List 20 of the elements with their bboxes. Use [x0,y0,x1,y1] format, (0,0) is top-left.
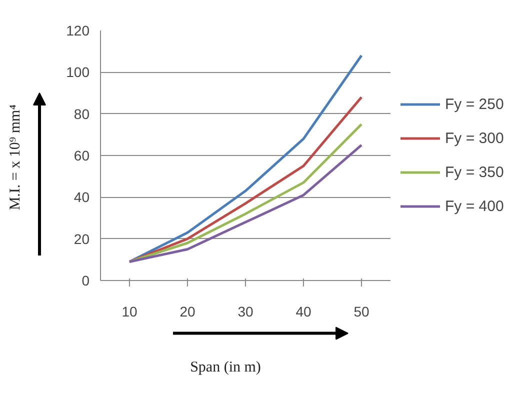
x-tick-label: 30 [238,304,254,320]
legend-label: Fy = 400 [445,198,504,214]
legend-label: Fy = 350 [445,164,504,180]
legend-label: Fy = 300 [445,130,504,146]
y-tick-label: 0 [82,272,90,288]
y-tick-label: 100 [66,64,90,80]
y-tick-label: 60 [74,148,90,164]
x-tick-label: 10 [122,304,138,320]
legend-label: Fy = 250 [445,96,504,112]
x-axis-title: Span (in m) [190,360,261,376]
y-tick-label: 40 [74,189,90,206]
x-tick-label: 20 [180,304,196,320]
x-tick-label: 40 [296,304,312,320]
line-series [128,96,363,263]
y-tick-label: 120 [66,22,90,38]
x-tick-label: 50 [354,304,370,320]
line-series [128,54,363,263]
y-axis-title: M.I. = x 10⁹ mm⁴ [8,104,24,210]
y-tick-label: 80 [74,106,90,122]
y-tick-label: 20 [74,230,90,247]
